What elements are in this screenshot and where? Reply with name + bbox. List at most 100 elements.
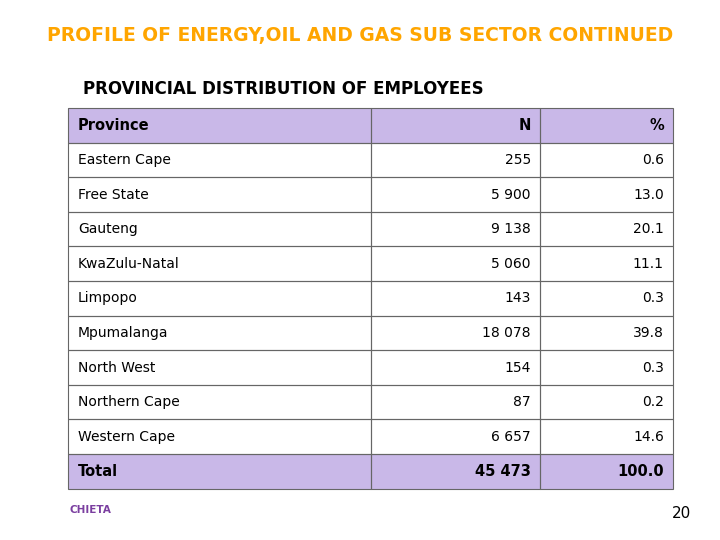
Text: Free State: Free State xyxy=(78,187,148,201)
Bar xyxy=(68,350,371,385)
Bar xyxy=(371,212,540,246)
Text: 20: 20 xyxy=(672,506,691,521)
Bar xyxy=(371,143,540,177)
Text: Total: Total xyxy=(78,464,118,479)
Text: 5 900: 5 900 xyxy=(491,187,531,201)
Text: 9 138: 9 138 xyxy=(491,222,531,236)
Bar xyxy=(371,420,540,454)
Bar xyxy=(540,143,673,177)
Bar xyxy=(540,316,673,350)
Bar xyxy=(371,454,540,489)
Bar xyxy=(540,385,673,420)
Text: 5 060: 5 060 xyxy=(491,256,531,271)
Bar xyxy=(371,246,540,281)
Text: 0.2: 0.2 xyxy=(642,395,664,409)
Bar xyxy=(68,143,371,177)
Bar xyxy=(68,246,371,281)
Bar xyxy=(540,246,673,281)
Text: 0.3: 0.3 xyxy=(642,361,664,375)
Text: 100.0: 100.0 xyxy=(617,464,664,479)
Bar xyxy=(68,177,371,212)
Text: 154: 154 xyxy=(505,361,531,375)
Bar xyxy=(371,212,540,246)
Bar xyxy=(68,385,371,420)
Text: 13.0: 13.0 xyxy=(633,187,664,201)
Bar xyxy=(68,454,371,489)
Bar xyxy=(68,385,371,420)
Bar xyxy=(540,177,673,212)
Bar xyxy=(540,316,673,350)
Bar xyxy=(68,108,371,143)
Text: 18 078: 18 078 xyxy=(482,326,531,340)
Text: 255: 255 xyxy=(505,153,531,167)
Bar xyxy=(540,350,673,385)
Bar xyxy=(371,246,540,281)
Bar xyxy=(371,177,540,212)
Text: N: N xyxy=(518,118,531,133)
Text: 39.8: 39.8 xyxy=(633,326,664,340)
Bar xyxy=(68,108,371,143)
Bar xyxy=(68,246,371,281)
Text: CHIETA: CHIETA xyxy=(69,505,111,515)
Bar xyxy=(540,454,673,489)
Bar xyxy=(68,350,371,385)
Text: 45 473: 45 473 xyxy=(475,464,531,479)
Text: Northern Cape: Northern Cape xyxy=(78,395,179,409)
Bar xyxy=(371,350,540,385)
Bar xyxy=(540,420,673,454)
Text: 0.6: 0.6 xyxy=(642,153,664,167)
Text: 87: 87 xyxy=(513,395,531,409)
Bar xyxy=(540,350,673,385)
Text: KwaZulu-Natal: KwaZulu-Natal xyxy=(78,256,179,271)
Bar xyxy=(371,281,540,316)
Bar xyxy=(540,246,673,281)
Bar xyxy=(540,108,673,143)
Text: Limpopo: Limpopo xyxy=(78,292,138,305)
Text: PROVINCIAL DISTRIBUTION OF EMPLOYEES: PROVINCIAL DISTRIBUTION OF EMPLOYEES xyxy=(83,80,483,98)
Bar xyxy=(68,316,371,350)
Bar xyxy=(371,177,540,212)
Bar xyxy=(540,212,673,246)
Text: PROFILE OF ENERGY,OIL AND GAS SUB SECTOR CONTINUED: PROFILE OF ENERGY,OIL AND GAS SUB SECTOR… xyxy=(47,25,673,45)
Bar xyxy=(540,281,673,316)
Bar xyxy=(540,212,673,246)
Bar xyxy=(540,177,673,212)
Bar xyxy=(540,454,673,489)
Text: 143: 143 xyxy=(505,292,531,305)
Bar xyxy=(371,385,540,420)
Bar xyxy=(68,177,371,212)
Text: North West: North West xyxy=(78,361,155,375)
Text: Mpumalanga: Mpumalanga xyxy=(78,326,168,340)
Text: 20.1: 20.1 xyxy=(633,222,664,236)
Bar xyxy=(68,281,371,316)
Text: 14.6: 14.6 xyxy=(633,430,664,444)
Bar xyxy=(371,143,540,177)
Bar xyxy=(68,143,371,177)
Bar xyxy=(68,281,371,316)
Bar xyxy=(371,454,540,489)
Bar xyxy=(68,316,371,350)
Text: 6 657: 6 657 xyxy=(491,430,531,444)
Bar xyxy=(68,420,371,454)
Bar xyxy=(68,212,371,246)
Bar xyxy=(371,316,540,350)
Text: Western Cape: Western Cape xyxy=(78,430,175,444)
Bar xyxy=(68,212,371,246)
Bar xyxy=(68,454,371,489)
Text: %: % xyxy=(649,118,664,133)
Bar xyxy=(540,143,673,177)
Text: Eastern Cape: Eastern Cape xyxy=(78,153,171,167)
Bar xyxy=(371,108,540,143)
Bar xyxy=(540,420,673,454)
Bar xyxy=(371,316,540,350)
Text: 11.1: 11.1 xyxy=(633,256,664,271)
Bar xyxy=(371,281,540,316)
Bar xyxy=(371,350,540,385)
Bar xyxy=(371,420,540,454)
Text: 0.3: 0.3 xyxy=(642,292,664,305)
Bar xyxy=(540,281,673,316)
Bar xyxy=(68,420,371,454)
Text: Province: Province xyxy=(78,118,149,133)
Text: Gauteng: Gauteng xyxy=(78,222,138,236)
Bar xyxy=(371,385,540,420)
